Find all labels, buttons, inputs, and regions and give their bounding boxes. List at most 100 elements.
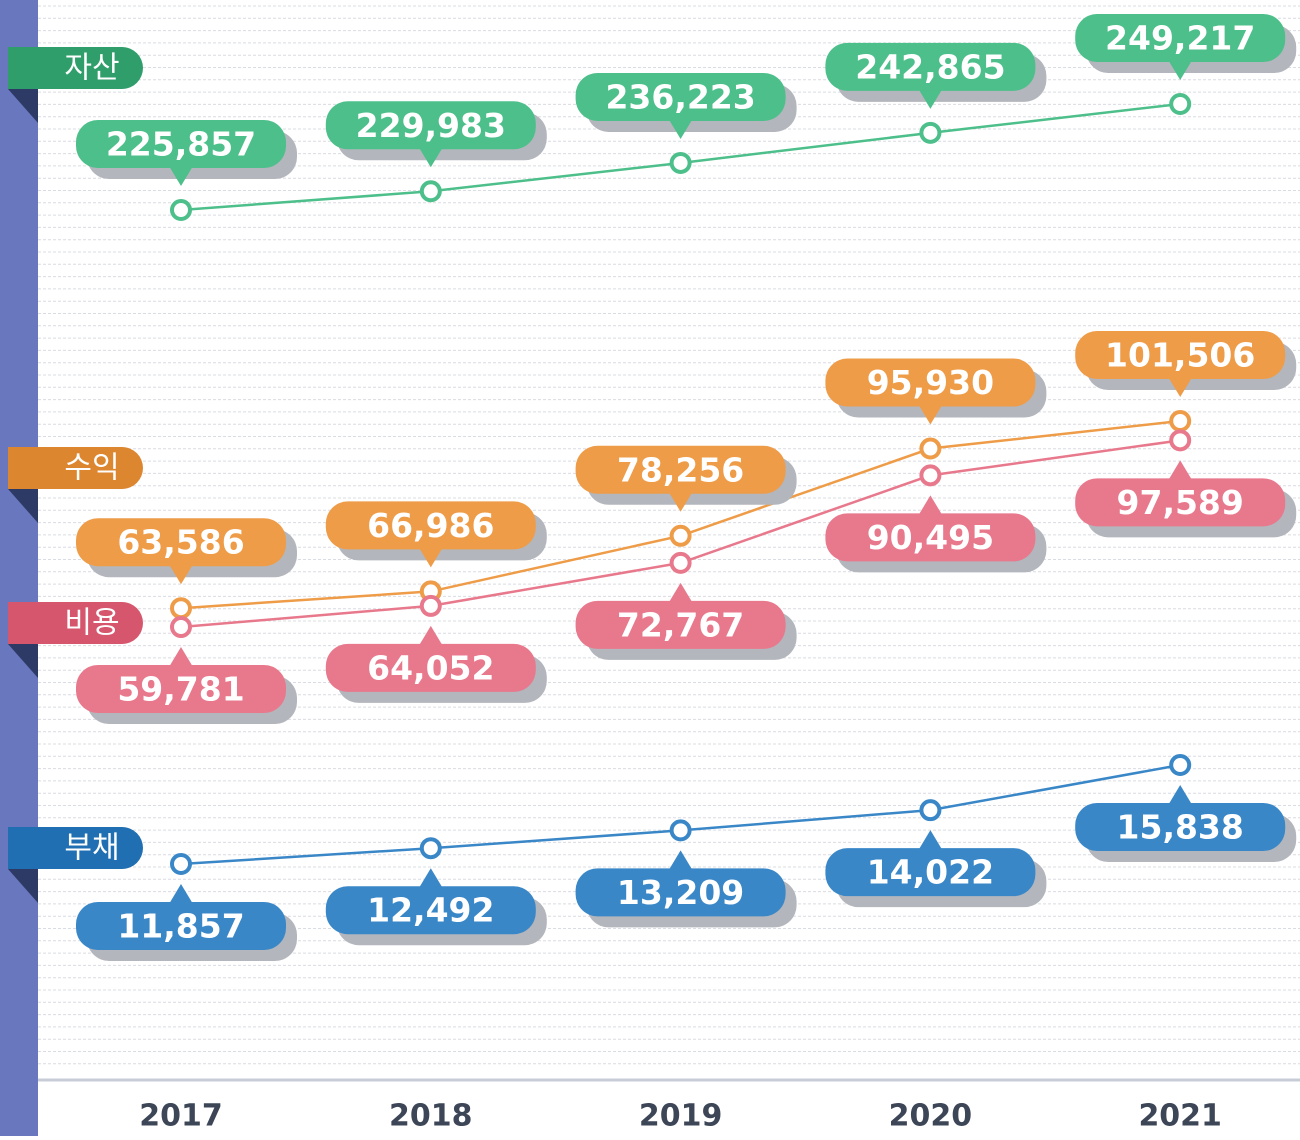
data-point [1169,754,1192,776]
callout-pointer [1168,785,1193,805]
labels: 225,857 229,983 236,223 242,865 249,217 63,58… [76,14,1297,961]
data-point [669,524,692,547]
callout-pointer [918,404,943,425]
legend-label: 자산 [64,51,119,86]
data-label: 14,022 [867,853,994,892]
callout-pointer [169,564,193,585]
series-line [180,763,1181,866]
data-label: 78,256 [617,450,744,489]
data-label: 225,857 [106,125,256,164]
data-label: 11,857 [117,907,244,946]
side-bar [0,0,38,1136]
data-label-callout: 59,781 [76,647,297,724]
callout-box [825,513,1036,562]
data-label: 242,865 [855,47,1005,86]
legend-label: 수익 [64,451,119,486]
legend-tag [8,447,143,489]
data-label-callout: 72,767 [575,582,797,660]
callout-pointer [169,647,193,667]
legend-tag [8,602,143,644]
data-label-callout: 66,986 [325,501,547,568]
x-tick-label: 2019 [639,1099,723,1134]
data-point [170,597,192,620]
legend-tag-fold [8,644,38,678]
data-point [919,121,942,144]
callout-pointer [918,88,943,109]
x-tick-label: 2020 [889,1099,973,1134]
x-tick-label: 2017 [139,1099,223,1134]
x-tick-label: 2021 [1138,1099,1222,1134]
data-point [170,199,192,221]
callout-box [325,886,536,935]
data-point [919,464,942,487]
data-label: 63,586 [117,523,244,562]
callout-box [325,501,536,550]
data-label-callout: 15,838 [1075,785,1297,862]
data-label-callout: 13,209 [575,850,797,928]
callout-box [76,518,286,567]
data-label: 101,506 [1105,336,1255,375]
callout-pointer [1168,377,1193,397]
callout-box [1075,14,1286,62]
data-point [1169,93,1192,115]
data-label: 64,052 [367,648,494,687]
callout-pointer [418,147,443,168]
callout-box [1075,803,1286,851]
data-label-callout: 249,217 [1075,14,1297,80]
callout-pointer [169,884,193,904]
callout-box [1075,331,1286,379]
data-point [669,151,692,174]
data-label-callout: 97,589 [1075,460,1297,538]
data-label-callout: 90,495 [825,495,1047,573]
data-point [919,799,942,822]
callout-box [325,101,536,150]
callout-pointer [418,868,443,889]
callout-box [76,120,286,168]
data-label-callout: 242,865 [825,42,1047,109]
data-label-callout: 101,506 [1075,331,1297,397]
data-label: 72,767 [617,605,744,644]
data-label: 97,589 [1117,483,1244,522]
callout-box [325,643,536,692]
legend-label: 부채 [64,831,119,866]
data-label-callout: 95,930 [825,358,1047,425]
callout-pointer [668,118,693,139]
callout-pointer [668,850,693,871]
data-label-callout: 14,022 [825,830,1047,908]
callout-box [76,665,286,713]
callout-pointer [1168,60,1193,80]
data-label-callout: 64,052 [325,625,547,703]
data-label: 13,209 [617,873,744,912]
callout-box [575,600,786,649]
callout-box [1075,478,1286,527]
callout-pointer [169,166,193,186]
data-label: 236,223 [605,77,755,116]
legend-tag-fold [8,489,38,523]
data-point [1169,410,1192,432]
data-label: 66,986 [367,506,494,545]
data-label-callout: 225,857 [76,120,297,186]
data-label: 12,492 [367,891,494,930]
legend-tag [8,827,143,869]
data-point [419,594,442,617]
callout-pointer [418,625,443,646]
callout-pointer [668,582,693,603]
data-point [669,551,692,574]
callout-box [825,848,1036,897]
legend-label: 비용 [64,606,119,641]
data-label-callout: 236,223 [575,72,797,139]
data-point [1169,429,1192,452]
callout-box [575,72,786,121]
callout-box [575,868,786,917]
data-label-callout: 63,586 [76,518,297,585]
callout-box [825,42,1036,91]
data-label-callout: 11,857 [76,884,297,961]
data-point [919,437,942,460]
data-label: 90,495 [867,518,994,557]
data-label: 229,983 [356,106,506,145]
callout-box [76,902,286,950]
data-point [669,819,692,842]
legend-tag-fold [8,89,38,123]
data-point [170,853,192,875]
